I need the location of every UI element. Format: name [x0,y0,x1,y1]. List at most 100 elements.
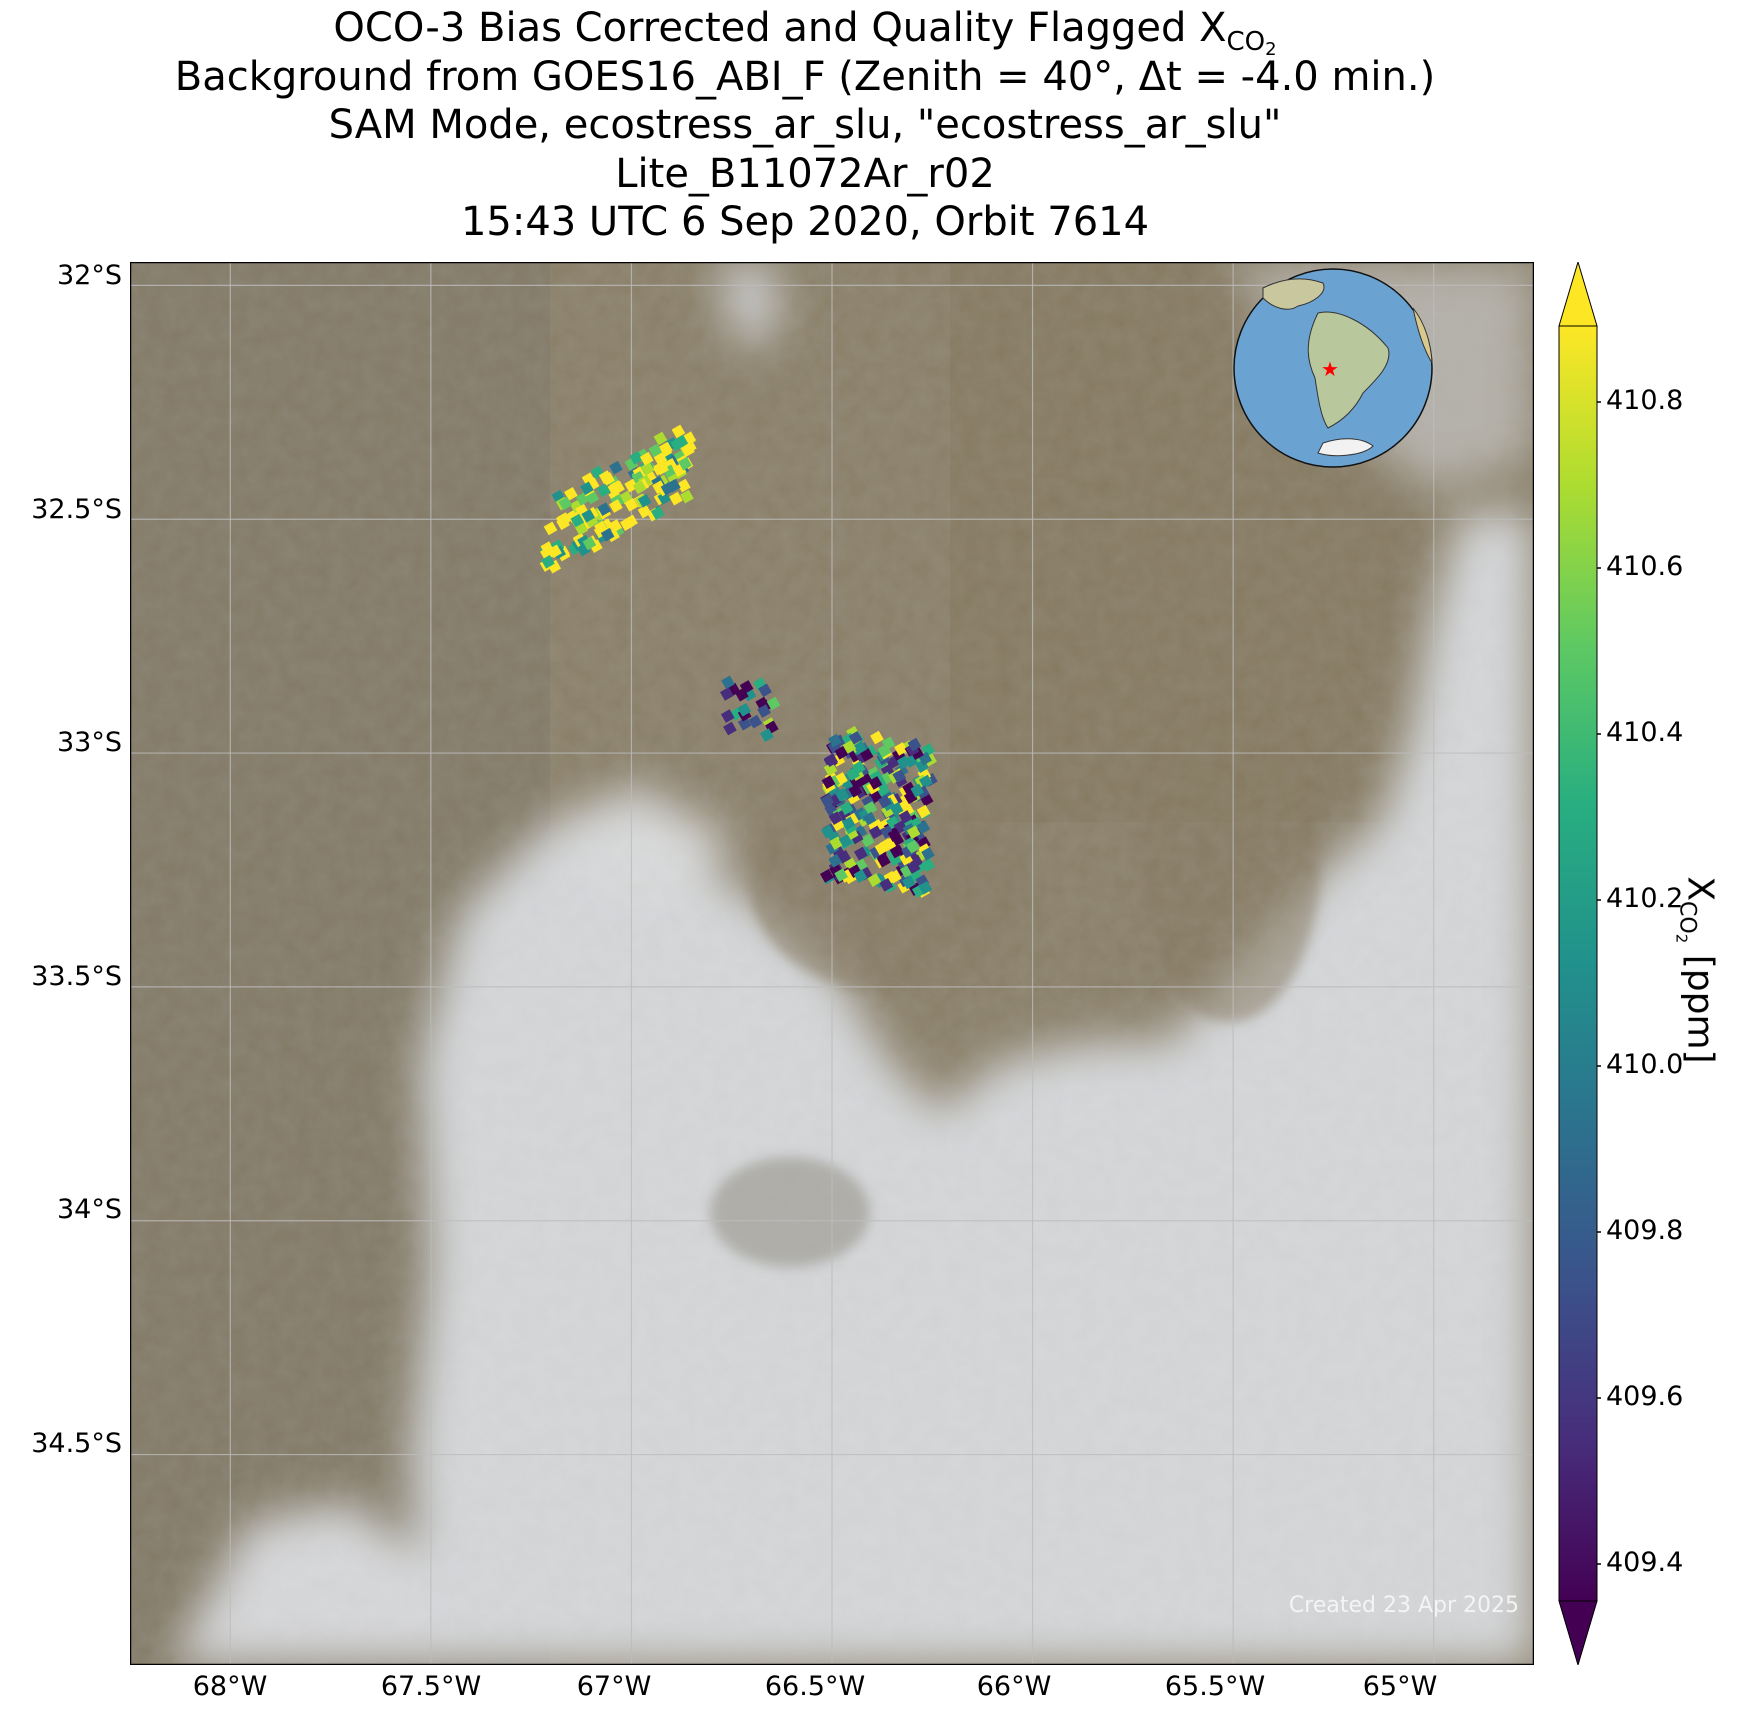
sounding-pixel [828,854,842,868]
sounding-pixel [619,517,634,531]
created-date-credit: Created 23 Apr 2025 [1288,1593,1519,1618]
sounding-pixel [648,443,663,458]
sounding-pixel [541,555,555,569]
sounding-pixel [607,481,622,496]
sounding-pixel [902,875,916,890]
sounding-pixel [678,456,692,471]
sounding-pixel [766,696,781,711]
sounding-pixel [821,775,836,789]
sounding-pixel [870,730,884,745]
sounding-pixel [629,450,644,465]
sounding-pixel [624,478,639,493]
sounding-pixel [921,847,935,861]
sounding-pixel [916,820,931,835]
sounding-pixel [848,731,863,745]
lat-tick-label: 32°S [57,260,122,291]
sounding-pixel [669,491,683,506]
sounding-pixel [570,513,585,528]
sounding-pixel [723,721,737,736]
sounding-pixel [921,858,936,872]
sounding-pixel [820,869,834,883]
sounding-pixel [557,512,571,526]
sounding-pixel [919,774,933,789]
sounding-pixel [653,452,668,466]
sounding-pixel [653,431,668,446]
sounding-pixel [910,783,925,798]
lat-tick-label: 34.5°S [31,1428,122,1459]
title-line-5: 15:43 UTC 6 Sep 2020, Orbit 7614 [460,199,1150,245]
sounding-pixel [720,709,735,723]
colorbar-tick-label: 409.8 [1606,1215,1684,1246]
sounding-pixel [609,460,623,475]
lat-tick-label: 33.5°S [31,961,122,992]
sounding-pixel [737,716,752,731]
figure-title: OCO-3 Bias Corrected and Quality Flagged… [0,4,1610,247]
sounding-pixel [671,424,686,439]
sounding-pixel [543,521,558,536]
sounding-pixel [823,762,838,776]
sounding-pixel [640,461,655,476]
sounding-pixel [907,737,922,752]
colorbar-gradient [1558,325,1598,1602]
sounding-pixel [601,472,615,486]
lat-tick-label: 32.5°S [31,494,122,525]
sounding-pixel [867,873,882,887]
sounding-pixel [739,680,754,694]
sounding-pixel [720,687,734,701]
sounding-pixel [851,760,866,775]
sounding-pixel [677,478,691,493]
sounding-pixel [848,784,863,798]
colorbar-tick-label: 410.8 [1606,385,1684,416]
sounding-pixel [748,714,763,729]
sounding-pixel [916,804,931,819]
sounding-pixel [906,860,921,874]
colorbar-tick-label: 410.6 [1606,551,1684,582]
globe-inset-icon: ★ [1233,268,1433,468]
title-line-2: Background from GOES16_ABI_F (Zenith = 4… [174,53,1436,100]
sounding-pixel [624,497,639,512]
sounding-pixel [862,811,877,826]
colorbar-extend-max [1558,262,1598,327]
colorbar-tick-label: 409.6 [1606,1381,1684,1412]
sounding-pixel [650,506,665,520]
sounding-pixel [639,451,654,466]
sounding-pixel [842,740,857,754]
sounding-pixel [580,481,594,496]
map-border [130,262,1534,1665]
sounding-pixel [894,742,908,756]
sounding-pixel [838,834,853,848]
sounding-pixel [859,748,874,762]
sounding-pixel [824,753,839,767]
sounding-pixel [721,675,735,690]
sounding-pixel [597,502,612,516]
sounding-pixel [596,483,611,498]
sounding-pixel [887,828,902,843]
lon-tick-label: 67°W [576,1671,652,1702]
lat-tick-label: 33°S [57,727,122,758]
title-line-1: OCO-3 Bias Corrected and Quality Flagged… [333,5,1277,60]
sounding-pixel [839,801,854,816]
sounding-pixel [637,504,652,519]
sounding-pixel [608,519,622,533]
sounding-pixel [863,801,878,815]
lon-tick-label: 68°W [192,1671,268,1702]
sounding-pixel [854,846,868,861]
sounding-pixel [581,509,596,523]
lon-tick-label: 67.5°W [380,1671,482,1702]
sounding-pixel [660,481,675,496]
sounding-pixel [853,740,867,755]
sounding-pixel [834,746,849,760]
sounding-pixel [860,833,875,848]
colorbar-title: XCO2 [ppm] [1672,876,1721,1064]
title-line-3: SAM Mode, ecostress_ar_slu, "ecostress_a… [328,102,1282,148]
sounding-pixel [906,839,920,854]
sounding-pixel [834,788,849,802]
sounding-pixel [659,441,673,456]
sounding-pixel [841,816,856,831]
location-marker-icon: ★ [1321,357,1339,381]
sounding-pixel [877,853,891,868]
sounding-pixel [632,480,647,495]
sounding-pixel [652,480,666,495]
sounding-pixel [820,793,834,808]
sounding-pixel [548,544,562,559]
